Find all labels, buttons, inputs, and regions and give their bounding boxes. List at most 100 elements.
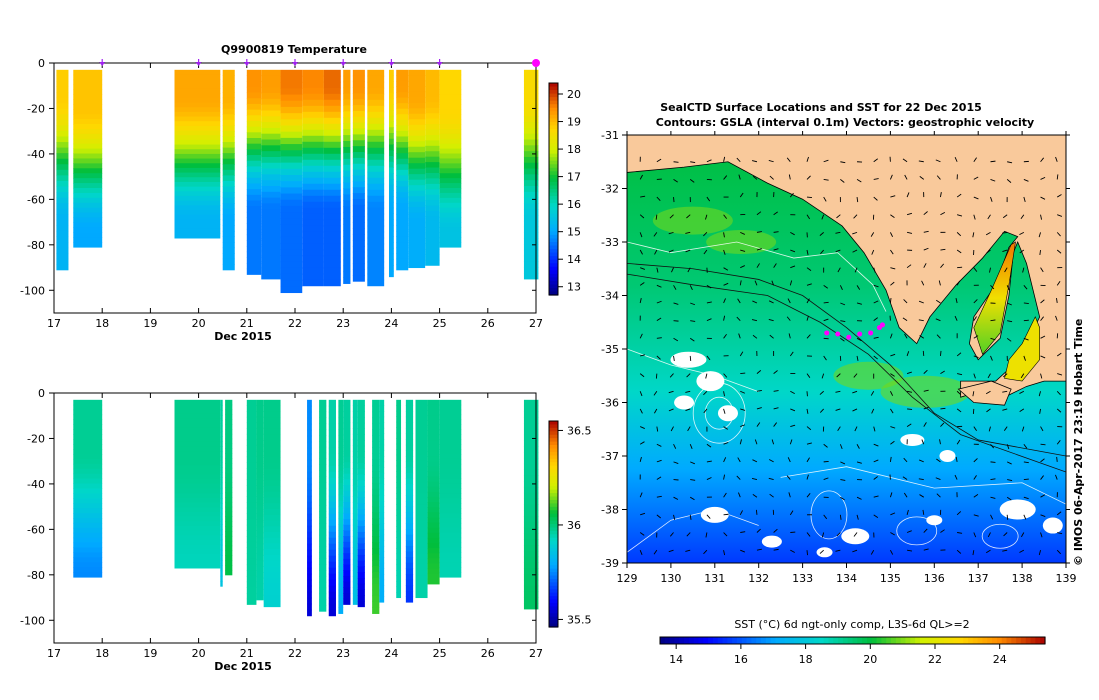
profile-cell (396, 186, 409, 193)
profile-cell (405, 500, 414, 508)
velocity-vector (936, 334, 941, 339)
profile-cell (352, 485, 358, 492)
profile-cell (56, 114, 69, 121)
profile-cell (396, 504, 402, 511)
velocity-vector (703, 549, 708, 555)
profile-cell (225, 424, 233, 430)
profile-cell (174, 74, 221, 80)
profile-cell (396, 80, 409, 87)
profile-cell (352, 240, 365, 247)
profile-cell (263, 595, 281, 602)
profile-cell (220, 467, 223, 473)
profile-cell (73, 498, 103, 504)
profile-cell (388, 207, 394, 214)
profile-cell (405, 517, 414, 524)
profile-cell (352, 269, 365, 276)
x-tick-label: 24 (384, 647, 398, 660)
velocity-vector (906, 264, 912, 269)
profile-cell (73, 207, 103, 214)
profile-cell (328, 519, 336, 527)
colorbar-cell (679, 637, 685, 644)
velocity-vector (835, 408, 841, 411)
profile-cell (367, 123, 385, 131)
profile-cell (379, 478, 385, 485)
profile-cell (367, 213, 385, 221)
profile-cell (73, 399, 103, 406)
gsla-contour (692, 382, 746, 444)
profile-cell (343, 473, 351, 480)
profile-cell (328, 495, 336, 503)
velocity-vector (1056, 511, 1062, 516)
profile-cell (73, 183, 103, 189)
profile-cell (222, 225, 235, 232)
colorbar-cell (549, 118, 558, 123)
profile-cell (523, 273, 539, 280)
profile-cell (415, 482, 428, 489)
profile-cell (379, 433, 385, 440)
profile-cell (427, 491, 440, 498)
profile-cell (246, 462, 257, 469)
velocity-vector (923, 389, 929, 392)
colorbar-cell (727, 637, 733, 644)
profile-cell (73, 119, 103, 125)
profile-cell (523, 104, 539, 111)
velocity-vector (1021, 532, 1025, 538)
profile-cell (396, 253, 409, 260)
velocity-vector (639, 373, 645, 378)
profile-cell (174, 553, 221, 560)
profile-cell (439, 123, 462, 130)
profile-cell (319, 599, 327, 606)
profile-cell (328, 477, 336, 485)
map-x-tick-label: 139 (1056, 572, 1077, 585)
profile-cell (174, 139, 221, 146)
profile-cell (352, 416, 358, 424)
x-tick-label: 18 (95, 647, 109, 660)
profile-cell (73, 217, 103, 223)
velocity-vector (756, 548, 762, 551)
profile-cell (367, 117, 385, 125)
velocity-vector (954, 157, 958, 162)
profile-cell (307, 489, 312, 497)
colorbar-cell (549, 273, 558, 278)
velocity-vector (723, 532, 728, 537)
map-subtitle: Contours: GSLA (interval 0.1m) Vectors: … (656, 116, 1034, 129)
profile-cell (396, 142, 409, 149)
profile-cell (343, 176, 351, 184)
velocity-vector (1056, 456, 1058, 462)
velocity-vector (639, 174, 643, 180)
velocity-vector (1006, 444, 1010, 450)
profile-cell (261, 69, 281, 77)
profile-cell (352, 507, 358, 514)
profile-cell (319, 499, 327, 506)
profile-cell (328, 459, 336, 467)
profile-cell (379, 557, 385, 564)
profile-cell (323, 279, 341, 287)
profile-cell (302, 123, 324, 131)
profile-cell (302, 75, 324, 83)
profile-cell (323, 207, 341, 215)
velocity-vector (823, 301, 829, 304)
velocity-vector (773, 263, 777, 268)
map-colorbar-tick-label: 16 (734, 653, 748, 666)
profile-cell (328, 591, 336, 599)
velocity-vector (957, 214, 963, 217)
seal-location (846, 334, 852, 340)
profile-cell (263, 583, 281, 590)
profile-cell (523, 591, 539, 598)
profile-cell (220, 549, 223, 556)
profile-cell (396, 130, 409, 137)
profile-cell (174, 521, 221, 527)
profile-cell (415, 405, 428, 412)
profile-cell (174, 69, 221, 75)
profile-marker (243, 62, 250, 66)
profile-cell (396, 230, 409, 237)
velocity-vector (890, 440, 895, 445)
map-x-tick-label: 138 (1012, 572, 1033, 585)
profile-cell (246, 138, 262, 145)
velocity-vector (835, 390, 841, 393)
velocity-vector (819, 390, 824, 395)
colorbar-cell (780, 637, 786, 644)
profile-cell (388, 144, 394, 151)
profile-cell (73, 123, 103, 130)
profile-cell (427, 430, 440, 437)
